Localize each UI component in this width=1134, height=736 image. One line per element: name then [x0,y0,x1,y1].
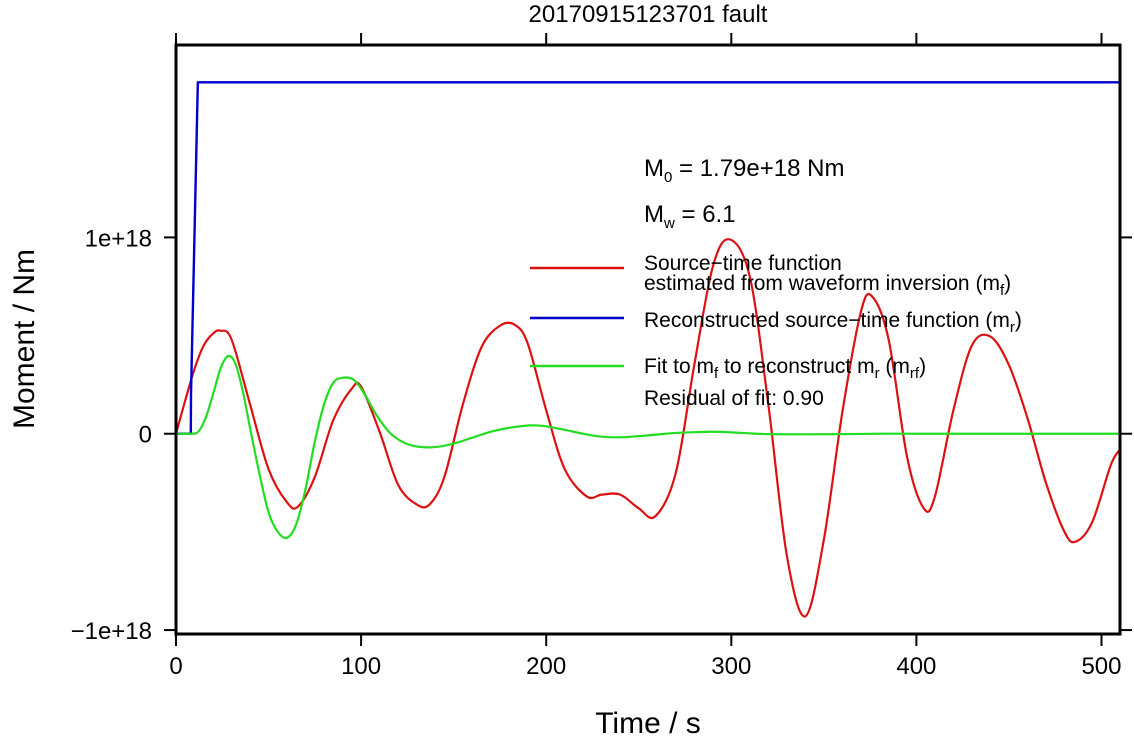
y-axis-title: Moment / Nm [8,249,41,429]
x-axis-title: Time / s [595,707,701,736]
legend-label: Reconstructed source−time function (mr) [644,309,1022,336]
x-tick-label: 300 [711,653,751,680]
x-tick-label: 200 [526,653,566,680]
moment-magnitude-annotation: Mw = 6.1 [644,201,736,232]
series-fit [175,354,1120,540]
x-tick-label: 400 [896,653,936,680]
seismic-moment-annotation: M0 = 1.79e+18 Nm [644,155,844,186]
y-tick-label: 1e+18 [85,225,152,252]
x-tick-label: 100 [341,653,381,680]
y-tick-label: 0 [139,422,152,449]
series-source-time-function [174,238,1121,618]
legend-label: Fit to mf to reconstruct mr (mrf) [644,355,926,382]
residual-annotation: Residual of fit: 0.90 [644,387,824,410]
plot-frame [174,43,1122,636]
series-layer [174,81,1121,618]
x-tick-label: 0 [169,653,182,680]
ticks-layer: 0 100 200 300 400 500 −1e+18 0 1e+18 [71,33,1132,680]
legend-label: estimated from waveform inversion (mf) [644,272,1011,299]
chart-title: 20170915123701 fault [529,1,768,28]
legend-label: Source−time function [644,252,842,275]
annotation-layer: M0 = 1.79e+18 Nm Mw = 6.1 Residual of fit:… [644,155,844,410]
x-tick-label: 500 [1081,653,1121,680]
y-tick-label: −1e+18 [71,618,152,645]
